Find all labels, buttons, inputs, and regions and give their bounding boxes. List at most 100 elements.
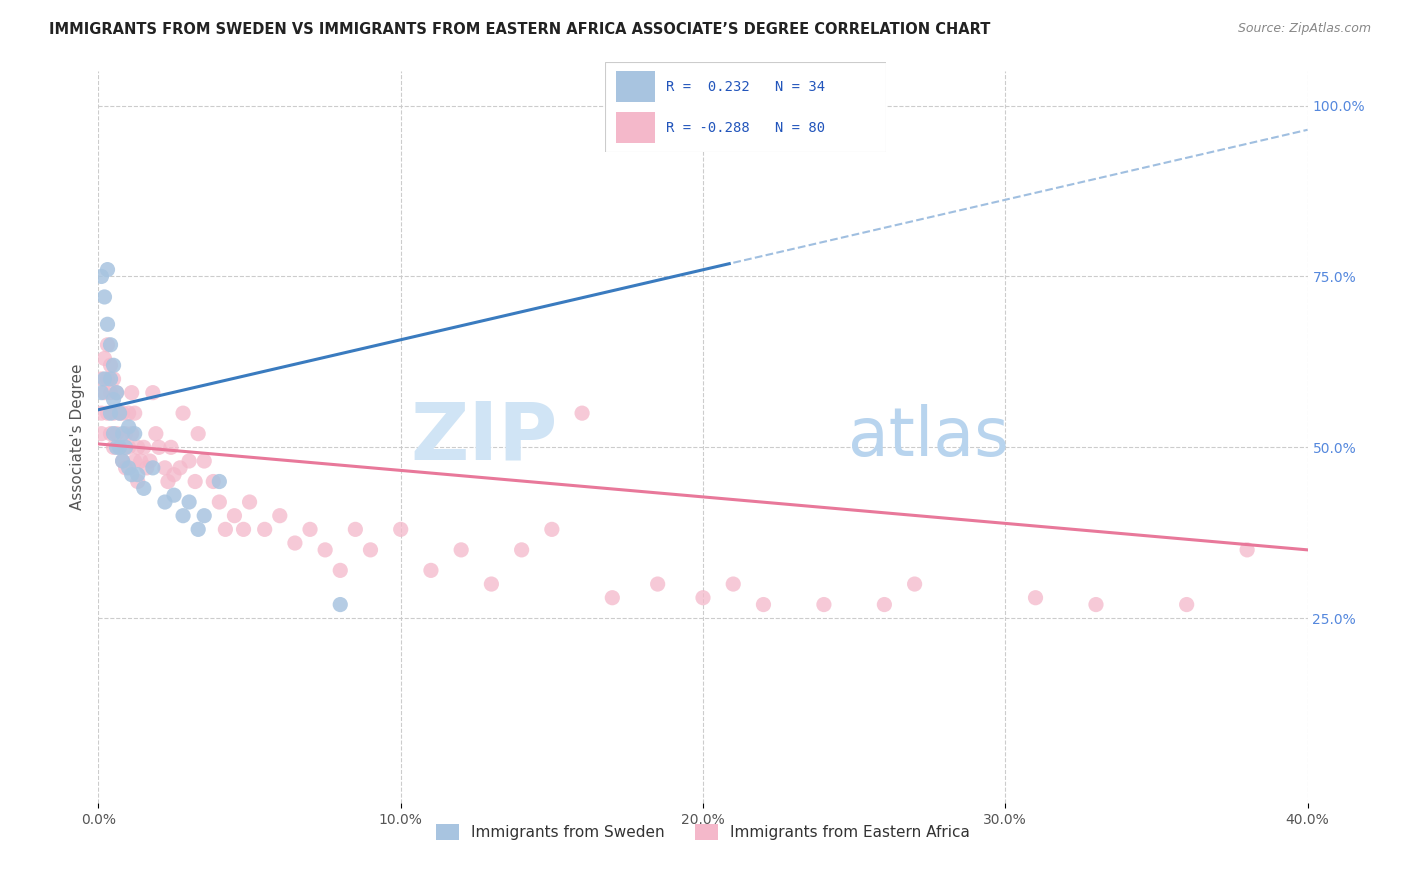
Point xyxy=(187,522,209,536)
Point xyxy=(132,481,155,495)
Point xyxy=(239,495,262,509)
Point xyxy=(193,454,215,468)
Point xyxy=(103,359,125,373)
Point xyxy=(193,508,215,523)
Y-axis label: Associate's Degree: Associate's Degree xyxy=(69,364,84,510)
Point xyxy=(103,372,125,386)
Point xyxy=(284,536,307,550)
Point xyxy=(481,577,503,591)
Point xyxy=(114,440,136,454)
Point xyxy=(118,406,141,420)
Point xyxy=(111,426,134,441)
Point xyxy=(103,426,125,441)
Point xyxy=(108,406,131,420)
Point xyxy=(179,495,201,509)
Point xyxy=(329,598,352,612)
Point xyxy=(692,591,714,605)
Point xyxy=(90,372,112,386)
Point xyxy=(96,338,118,352)
Point xyxy=(103,406,125,420)
Point xyxy=(111,406,134,420)
Point xyxy=(100,338,122,352)
Point xyxy=(124,454,146,468)
Text: R = -0.288   N = 80: R = -0.288 N = 80 xyxy=(666,120,825,135)
Point xyxy=(153,495,176,509)
Point xyxy=(139,454,162,468)
Point xyxy=(1085,598,1108,612)
Point xyxy=(1236,542,1258,557)
Point xyxy=(100,385,122,400)
Point xyxy=(163,467,186,482)
Text: R =  0.232   N = 34: R = 0.232 N = 34 xyxy=(666,79,825,94)
Point xyxy=(540,522,562,536)
Point xyxy=(1175,598,1198,612)
Point xyxy=(100,406,122,420)
Point xyxy=(163,488,186,502)
Point xyxy=(224,508,246,523)
Point xyxy=(103,392,125,407)
Point xyxy=(93,290,115,304)
Point xyxy=(156,475,179,489)
Point xyxy=(132,440,155,454)
Point xyxy=(135,460,157,475)
Point xyxy=(142,460,165,475)
Point xyxy=(169,460,191,475)
Point xyxy=(172,406,194,420)
Point xyxy=(269,508,291,523)
Point xyxy=(118,460,141,475)
Point xyxy=(100,372,122,386)
Point xyxy=(108,440,131,454)
Point xyxy=(208,475,231,489)
Point xyxy=(105,385,128,400)
Point xyxy=(90,406,112,420)
Point xyxy=(360,542,382,557)
Point xyxy=(179,454,201,468)
Point xyxy=(96,318,118,332)
Point xyxy=(571,406,593,420)
Point xyxy=(873,598,896,612)
Point xyxy=(124,406,146,420)
Point xyxy=(647,577,669,591)
Point xyxy=(214,522,236,536)
Point xyxy=(105,385,128,400)
Bar xyxy=(616,71,655,102)
Point xyxy=(90,385,112,400)
Point xyxy=(121,385,143,400)
Point xyxy=(148,440,170,454)
Legend: Immigrants from Sweden, Immigrants from Eastern Africa: Immigrants from Sweden, Immigrants from … xyxy=(430,818,976,847)
Point xyxy=(184,475,207,489)
Point xyxy=(100,426,122,441)
Point xyxy=(127,467,149,482)
Point xyxy=(114,426,136,441)
Point xyxy=(389,522,412,536)
Point xyxy=(344,522,367,536)
Text: Source: ZipAtlas.com: Source: ZipAtlas.com xyxy=(1237,22,1371,36)
Point xyxy=(314,542,336,557)
Point xyxy=(420,563,443,577)
Text: ZIP: ZIP xyxy=(411,398,558,476)
Point xyxy=(114,460,136,475)
Point xyxy=(160,440,183,454)
Point xyxy=(208,495,231,509)
Point xyxy=(253,522,276,536)
Point xyxy=(111,454,134,468)
Point xyxy=(450,542,472,557)
Text: IMMIGRANTS FROM SWEDEN VS IMMIGRANTS FROM EASTERN AFRICA ASSOCIATE’S DEGREE CORR: IMMIGRANTS FROM SWEDEN VS IMMIGRANTS FRO… xyxy=(49,22,991,37)
Point xyxy=(96,372,118,386)
Point xyxy=(111,454,134,468)
Point xyxy=(124,426,146,441)
Point xyxy=(142,385,165,400)
Point xyxy=(90,269,112,284)
Point xyxy=(118,440,141,454)
Point xyxy=(510,542,533,557)
Point xyxy=(100,359,122,373)
Point xyxy=(105,440,128,454)
Point xyxy=(127,440,149,454)
Point xyxy=(813,598,835,612)
Point xyxy=(121,426,143,441)
Point xyxy=(108,406,131,420)
Point xyxy=(96,262,118,277)
Point xyxy=(752,598,775,612)
Point xyxy=(90,426,112,441)
Point xyxy=(127,475,149,489)
